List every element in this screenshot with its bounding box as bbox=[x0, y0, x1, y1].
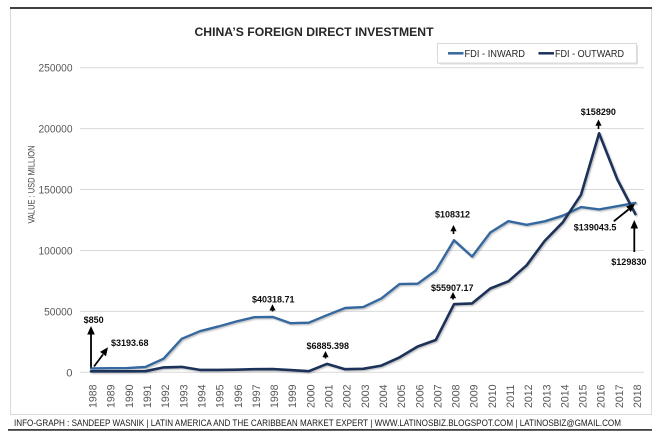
svg-text:2015: 2015 bbox=[578, 385, 590, 409]
svg-text:1998: 1998 bbox=[269, 385, 281, 409]
svg-text:2006: 2006 bbox=[414, 385, 426, 409]
svg-text:2010: 2010 bbox=[487, 384, 499, 408]
svg-text:2018: 2018 bbox=[632, 385, 644, 409]
svg-text:$55907.17: $55907.17 bbox=[431, 283, 474, 293]
svg-text:1993: 1993 bbox=[178, 385, 190, 409]
svg-text:1990: 1990 bbox=[124, 385, 136, 409]
svg-text:2007: 2007 bbox=[432, 385, 444, 409]
svg-text:1991: 1991 bbox=[142, 385, 154, 409]
svg-text:2009: 2009 bbox=[469, 385, 481, 409]
svg-text:100000: 100000 bbox=[39, 246, 73, 258]
svg-text:2005: 2005 bbox=[396, 385, 408, 409]
svg-text:2012: 2012 bbox=[523, 385, 535, 409]
svg-text:$139043.5: $139043.5 bbox=[574, 223, 617, 233]
svg-text:INFO-GRAPH : SANDEEP WASNIK |: INFO-GRAPH : SANDEEP WASNIK | LATIN AMER… bbox=[14, 418, 621, 429]
svg-text:2002: 2002 bbox=[342, 385, 354, 409]
svg-text:1997: 1997 bbox=[251, 385, 263, 409]
svg-text:1988: 1988 bbox=[88, 385, 100, 409]
svg-text:2016: 2016 bbox=[596, 385, 608, 409]
svg-text:1992: 1992 bbox=[160, 385, 172, 409]
svg-text:1989: 1989 bbox=[106, 385, 118, 409]
svg-text:150000: 150000 bbox=[39, 185, 73, 197]
svg-text:250000: 250000 bbox=[39, 63, 73, 75]
svg-text:1999: 1999 bbox=[287, 385, 299, 409]
svg-text:2013: 2013 bbox=[541, 385, 553, 409]
svg-text:VALUE : USD MILLION: VALUE : USD MILLION bbox=[27, 145, 38, 223]
svg-text:$3193.68: $3193.68 bbox=[111, 338, 149, 348]
svg-text:2003: 2003 bbox=[360, 385, 372, 409]
svg-text:50000: 50000 bbox=[44, 306, 72, 318]
svg-text:1994: 1994 bbox=[197, 385, 209, 409]
svg-text:FDI - INWARD: FDI - INWARD bbox=[465, 48, 526, 60]
svg-text:2017: 2017 bbox=[614, 385, 626, 409]
svg-text:$6885.398: $6885.398 bbox=[307, 341, 350, 351]
svg-text:200000: 200000 bbox=[39, 124, 73, 136]
svg-text:CHINA’S FOREIGN DIRECT INVESTM: CHINA’S FOREIGN DIRECT INVESTMENT bbox=[194, 25, 434, 39]
svg-text:2014: 2014 bbox=[559, 385, 571, 409]
svg-text:$129830: $129830 bbox=[611, 257, 646, 267]
svg-text:2000: 2000 bbox=[305, 385, 317, 409]
svg-text:FDI - OUTWARD: FDI - OUTWARD bbox=[555, 48, 624, 60]
svg-text:0: 0 bbox=[66, 367, 72, 379]
svg-text:$108312: $108312 bbox=[435, 210, 470, 220]
svg-text:2011: 2011 bbox=[505, 385, 517, 409]
svg-text:$850: $850 bbox=[84, 315, 104, 325]
svg-text:$40318.71: $40318.71 bbox=[252, 295, 295, 305]
svg-text:2008: 2008 bbox=[451, 385, 463, 409]
svg-text:2004: 2004 bbox=[378, 385, 390, 409]
svg-text:1996: 1996 bbox=[233, 385, 245, 409]
svg-text:2001: 2001 bbox=[324, 385, 336, 409]
svg-text:$158290: $158290 bbox=[581, 107, 616, 117]
svg-text:1995: 1995 bbox=[215, 385, 227, 409]
